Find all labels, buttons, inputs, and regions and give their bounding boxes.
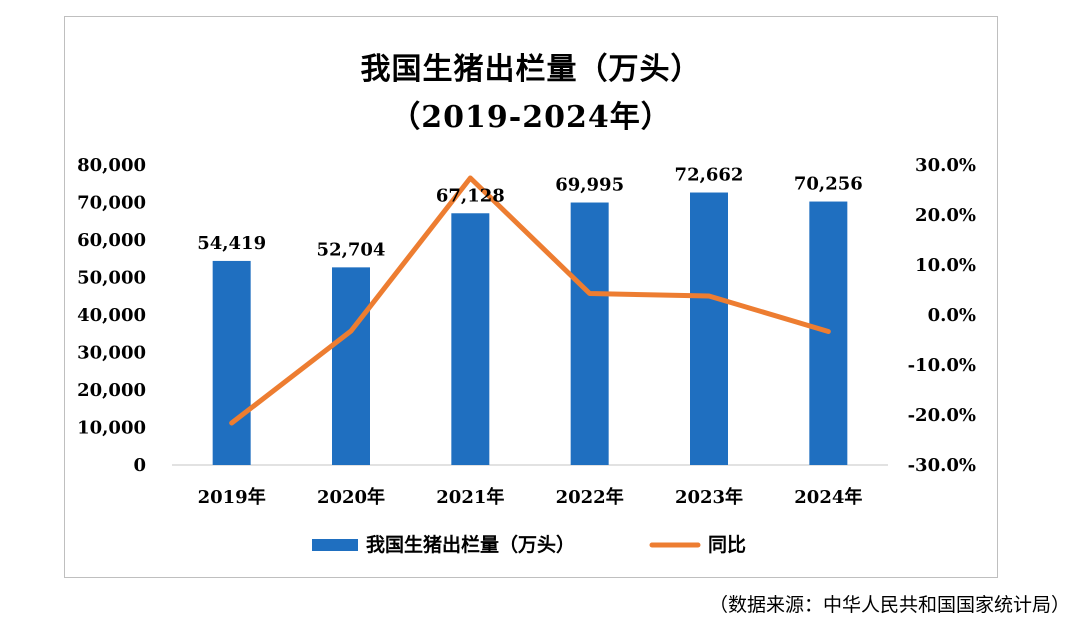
bar-data-label: 70,256 — [794, 174, 863, 195]
chart-subtitle: （2019-2024年） — [390, 100, 672, 135]
y-left-tick-label: 20,000 — [77, 380, 146, 401]
legend-label-bar: 我国生猪出栏量（万头） — [366, 533, 575, 556]
y-right-tick-label: -30.0% — [908, 455, 976, 476]
bar-data-label: 67,128 — [436, 185, 505, 206]
bar-data-label: 72,662 — [675, 165, 744, 186]
y-right-tick-label: 10.0% — [915, 255, 976, 276]
y-left-tick-label: 80,000 — [77, 155, 146, 176]
line-series — [229, 175, 831, 426]
legend-swatch-bar — [312, 539, 358, 551]
bar — [570, 202, 609, 466]
bar-data-label: 69,995 — [555, 175, 624, 196]
x-tick-label: 2019年 — [198, 486, 266, 508]
y-left-tick-label: 50,000 — [77, 268, 146, 289]
bar — [690, 192, 728, 465]
y-right-tick-label: 20.0% — [915, 205, 976, 226]
x-tick-label: 2021年 — [436, 486, 504, 508]
y-left-tick-label: 30,000 — [77, 343, 146, 364]
y-right-tick-label: 0.0% — [928, 305, 976, 326]
x-tick-label: 2023年 — [675, 486, 743, 508]
y-left-tick-label: 40,000 — [77, 305, 146, 326]
chart-frame — [64, 16, 998, 578]
bar — [332, 267, 370, 465]
bar — [212, 260, 251, 465]
y-right-tick-label: 30.0% — [915, 155, 976, 176]
source-note: （数据来源：中华人民共和国国家统计局） — [708, 594, 1070, 616]
bar-data-label: 54,419 — [197, 233, 266, 254]
x-tick-label: 2022年 — [556, 486, 624, 508]
y-left-tick-label: 70,000 — [77, 193, 146, 214]
y-right-tick-label: -20.0% — [908, 405, 976, 426]
x-tick-label: 2020年 — [317, 486, 385, 508]
y-left-tick-label: 60,000 — [77, 230, 146, 251]
x-tick-label: 2024年 — [794, 486, 862, 508]
chart-title: 我国生猪出栏量（万头） — [360, 52, 702, 87]
y-left-tick-label: 10,000 — [77, 418, 146, 439]
bar — [451, 213, 490, 465]
y-left-tick-label: 0 — [133, 455, 146, 476]
bar-data-label: 52,704 — [317, 239, 386, 260]
legend-label-line: 同比 — [708, 534, 746, 556]
y-right-tick-label: -10.0% — [908, 355, 976, 376]
